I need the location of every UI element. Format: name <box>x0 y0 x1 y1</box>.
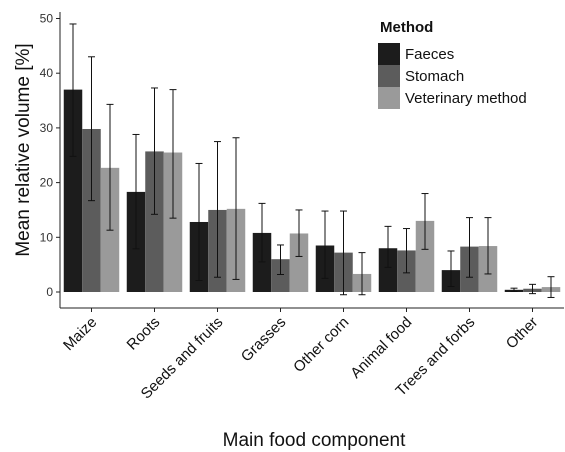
bar-animal-food-veterinary-method <box>415 220 435 292</box>
bar-maize-faeces <box>63 89 83 292</box>
legend-item-veterinary-method: Veterinary method <box>378 87 527 109</box>
legend-item-stomach: Stomach <box>378 65 464 87</box>
error-bar <box>466 217 473 278</box>
y-tick-label-50: 50 <box>40 12 54 26</box>
error-bar <box>529 283 536 295</box>
error-bar <box>484 217 492 275</box>
x-tick-label-grasses: Grasses <box>238 314 290 366</box>
legend-label: Stomach <box>405 68 464 85</box>
bar-roots-stomach <box>145 151 164 292</box>
y-tick-label-0: 0 <box>46 285 53 299</box>
y-tick-label-20: 20 <box>40 176 54 190</box>
legend-swatch <box>378 43 400 65</box>
legend-item-faeces: Faeces <box>378 43 454 65</box>
x-tick-label-roots: Roots <box>124 314 164 354</box>
bar-roots-veterinary-method <box>163 152 183 292</box>
error-bar <box>403 228 410 274</box>
error-bar <box>169 89 177 219</box>
error-bar <box>214 141 221 278</box>
error-bar <box>421 193 429 250</box>
error-bar <box>321 210 329 279</box>
error-bar <box>195 162 203 282</box>
x-tick-label-other-corn: Other corn <box>290 314 352 376</box>
error-bar <box>258 202 266 263</box>
error-bar <box>358 252 366 296</box>
x-tick-label-animal-food: Animal food <box>347 314 415 382</box>
legend-swatch <box>378 87 400 109</box>
error-bar <box>447 250 455 288</box>
legend-swatch <box>378 65 400 87</box>
legend-label: Veterinary method <box>405 90 527 107</box>
bar-maize-stomach <box>82 128 101 292</box>
error-bar <box>510 287 518 292</box>
error-bar <box>69 23 77 157</box>
x-tick-label-other: Other <box>503 314 542 353</box>
bar-grasses-faeces <box>252 232 272 292</box>
error-bar <box>132 133 140 250</box>
legend: Method Faeces Stomach Veterinary method <box>378 19 527 109</box>
bar-animal-food-faeces <box>378 248 398 292</box>
legend-label: Faeces <box>405 46 454 63</box>
error-bar <box>88 56 95 202</box>
y-tick-label-40: 40 <box>40 66 54 80</box>
error-bar <box>384 225 392 268</box>
y-axis-title: Mean relative volume [%] <box>13 43 34 256</box>
y-tick-label-10: 10 <box>40 230 54 244</box>
x-axis-title: Main food component <box>223 430 406 451</box>
error-bar <box>232 137 240 280</box>
x-tick-label-maize: Maize <box>60 314 100 354</box>
error-bar <box>106 103 114 231</box>
bar-grasses-veterinary-method <box>289 233 309 292</box>
error-bar <box>277 244 284 275</box>
error-bar <box>340 210 347 296</box>
y-tick-label-30: 30 <box>40 121 54 135</box>
plot-marks <box>63 23 561 298</box>
error-bar <box>547 276 555 298</box>
error-bar <box>151 87 158 215</box>
error-bar <box>295 209 303 257</box>
legend-title: Method <box>380 19 433 36</box>
bar-grasses-stomach <box>271 259 290 292</box>
